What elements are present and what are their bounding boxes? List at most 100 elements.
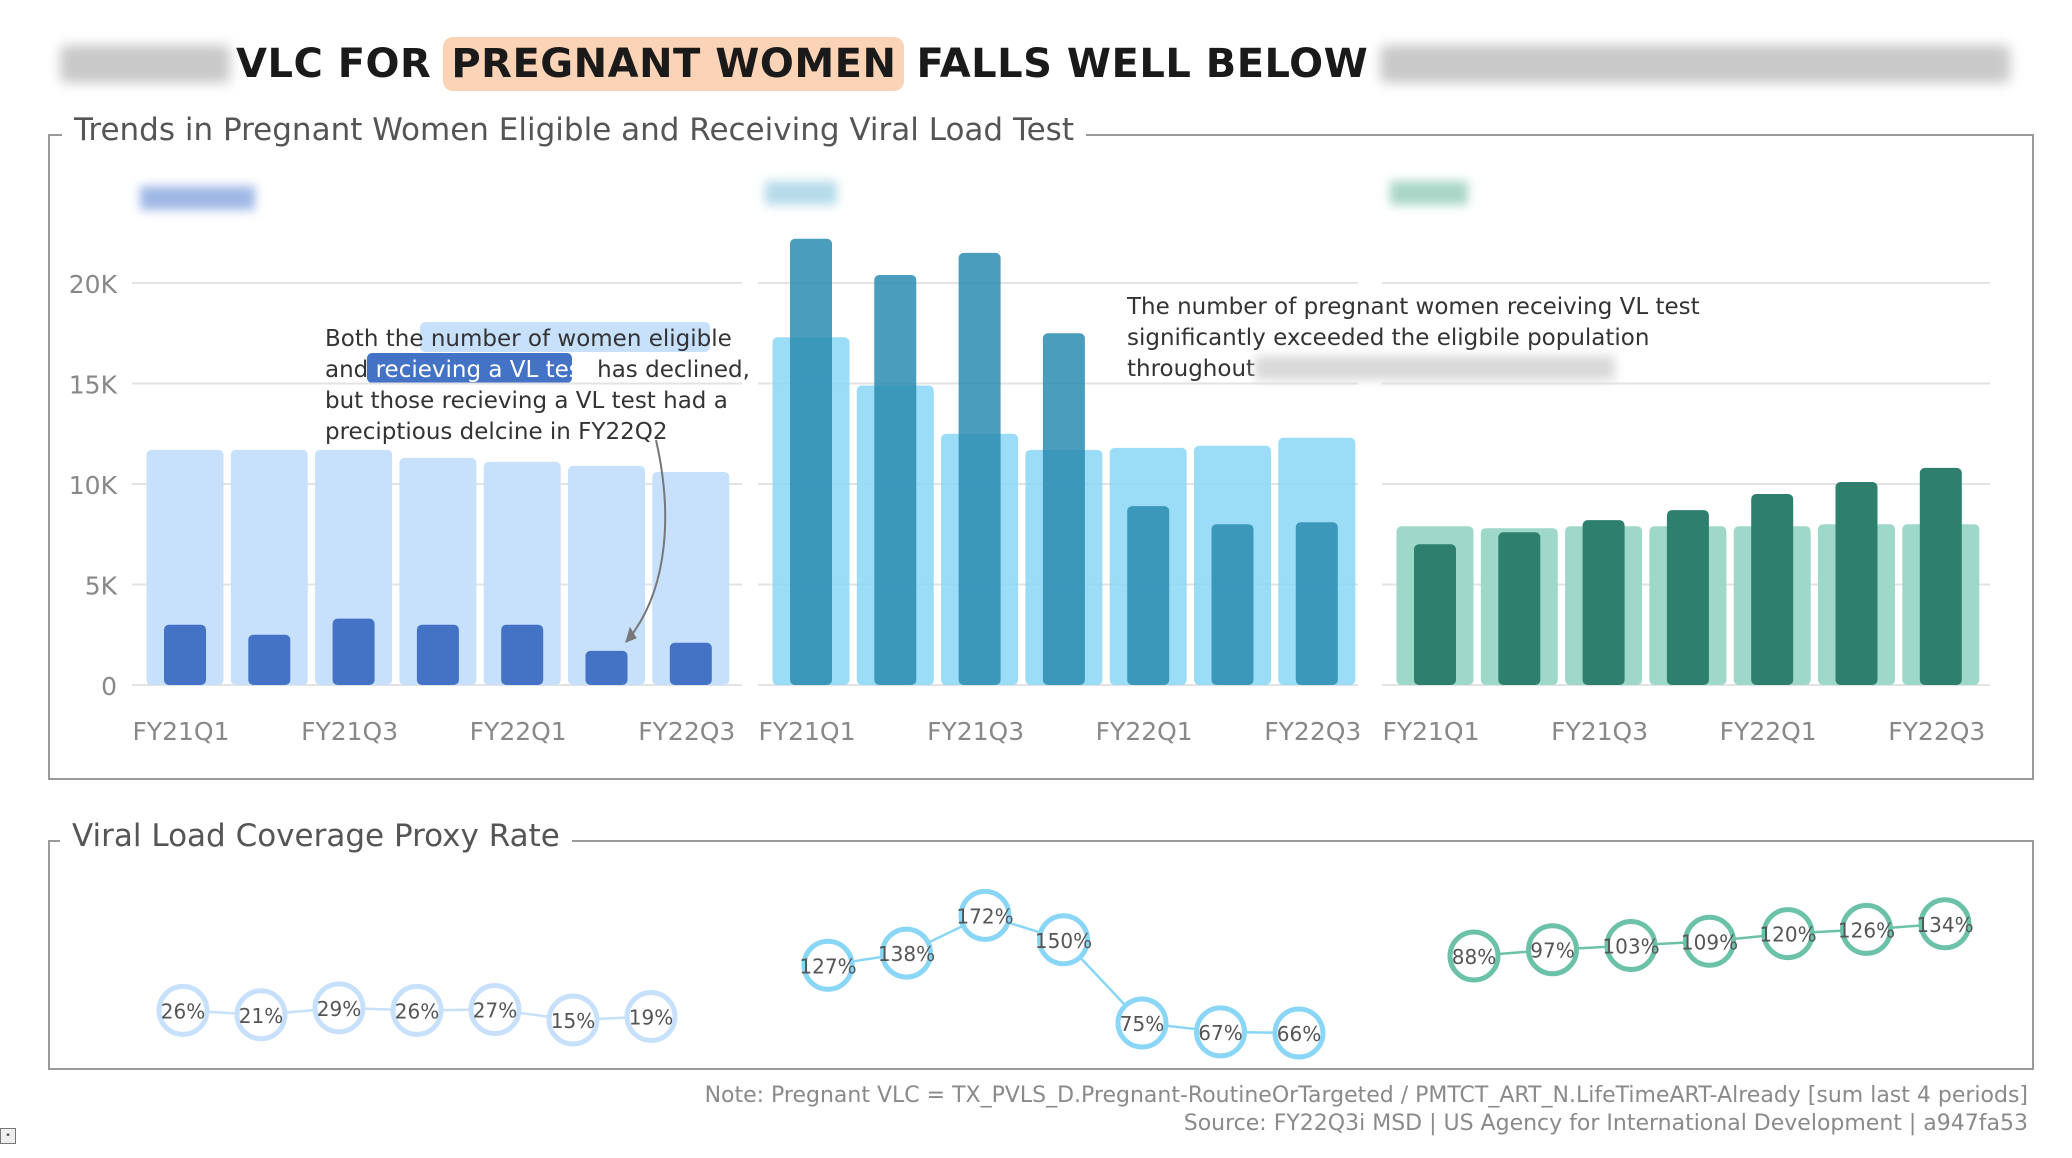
x-tick-label: FY21Q3 — [1551, 717, 1648, 746]
annotation-line: Both the number of women eligible — [325, 326, 732, 352]
annotation-text: preciptious delcine in FY22Q2 — [325, 419, 667, 445]
bar-receiving — [1666, 510, 1709, 685]
bar-receiving — [1919, 467, 1962, 685]
annotation-line: throughout — [1127, 356, 1255, 382]
bar-receiving — [790, 238, 832, 685]
vlc-point — [156, 983, 210, 1037]
bar-eligible — [568, 465, 645, 685]
vlc-point — [801, 938, 855, 992]
title-before: VLC FOR — [236, 41, 432, 87]
vlc-label: 134% — [1916, 913, 1973, 937]
vlc-point — [958, 888, 1012, 942]
vlc-label: 138% — [878, 942, 935, 966]
source-note: Source: FY22Q3i MSD | US Agency for Inte… — [1183, 1111, 2028, 1136]
bar-receiving — [1751, 494, 1794, 685]
vlc-point — [1918, 897, 1972, 951]
annotation-text: but those recieving a VL test had a — [325, 388, 728, 414]
bar-receiving — [1127, 506, 1170, 685]
bar-eligible — [230, 449, 308, 685]
vlc-label: 26% — [161, 999, 205, 1023]
bar-receiving — [332, 618, 375, 685]
bar-receiving — [958, 252, 1001, 685]
bar-eligible — [652, 471, 730, 685]
vlc-point — [1840, 902, 1893, 956]
annotation-highlight: recieving a VL test — [376, 357, 590, 383]
vlc-point — [312, 981, 366, 1035]
bar-receiving — [164, 624, 206, 685]
vlc-point — [468, 983, 522, 1037]
bar-receiving — [669, 642, 712, 685]
trends-panel-title: Trends in Pregnant Women Eligible and Re… — [62, 112, 1086, 148]
vlc-point — [1526, 923, 1579, 977]
vlc-point — [546, 993, 600, 1047]
redacted-title-suffix — [1380, 45, 2011, 83]
vlc-label: 97% — [1530, 939, 1574, 963]
y-tick-label: 10K — [69, 471, 118, 500]
x-tick-label: FY22Q3 — [638, 717, 735, 746]
y-tick-label: 0 — [101, 672, 117, 701]
arrow-head — [625, 626, 637, 643]
bar-receiving — [1042, 333, 1085, 685]
vlc-label: 126% — [1838, 918, 1895, 942]
vlc-label: 15% — [551, 1009, 595, 1033]
annotation-highlight: number of women eligible — [431, 326, 732, 352]
redacted-panel-label — [140, 186, 255, 210]
vlc-point — [1683, 914, 1736, 968]
vlc-label: 27% — [473, 999, 517, 1023]
annotation-arrow — [625, 439, 667, 643]
highlight-receiving — [367, 353, 572, 383]
bar-receiving — [874, 274, 917, 685]
x-tick-label: FY21Q3 — [301, 717, 398, 746]
vlc-point — [1761, 907, 1815, 961]
title-after: FALLS WELL BELOW — [916, 41, 1369, 87]
coverage-panel-title: Viral Load Coverage Proxy Rate — [60, 818, 572, 854]
vlc-point — [1604, 919, 1658, 972]
bar-receiving — [1211, 524, 1254, 685]
redacted-panel-label — [1390, 181, 1468, 205]
vlc-label: 127% — [799, 954, 856, 978]
vlc-label: 26% — [395, 999, 439, 1023]
x-tick-label: FY21Q1 — [758, 717, 855, 746]
y-tick-label: 20K — [69, 270, 118, 299]
vlc-label: 66% — [1277, 1022, 1321, 1046]
vlc-point — [234, 988, 288, 1042]
annotation-line: significantly exceeded the eligbile popu… — [1127, 325, 1649, 351]
footnote: Note: Pregnant VLC = TX_PVLS_D.Pregnant-… — [704, 1083, 2028, 1108]
vlc-point — [1447, 929, 1501, 983]
vlc-label: 88% — [1452, 945, 1496, 969]
bar-receiving — [1295, 522, 1338, 685]
y-tick-label: 5K — [85, 572, 118, 601]
x-tick-label: FY22Q3 — [1888, 717, 1985, 746]
vlc-label: 172% — [956, 904, 1013, 928]
coverage-panel — [48, 840, 2034, 1070]
vlc-label: 150% — [1035, 929, 1092, 953]
vlc-label: 21% — [239, 1004, 283, 1028]
annotation-text: and — [325, 357, 376, 383]
vlc-point — [1037, 913, 1090, 967]
vlc-point — [1115, 996, 1169, 1050]
redacted-title-prefix — [60, 45, 230, 83]
bar-receiving — [1582, 520, 1625, 685]
annotation-line: The number of pregnant women receiving V… — [1126, 294, 1700, 320]
bar-receiving — [585, 650, 628, 685]
highlight-eligible — [420, 322, 710, 352]
title-highlight: PREGNANT WOMEN — [443, 37, 905, 91]
vlc-point — [624, 990, 678, 1044]
annotation-line: preciptious delcine in FY22Q2 — [325, 419, 667, 445]
y-tick-label: 15K — [69, 371, 118, 400]
vlc-label: 103% — [1602, 935, 1659, 959]
annotation-text: Both the — [325, 326, 431, 352]
bar-receiving — [1835, 481, 1878, 685]
vlc-label: 29% — [317, 997, 361, 1021]
x-tick-label: FY21Q3 — [927, 717, 1024, 746]
bar-receiving — [1498, 532, 1541, 685]
vlc-label: 19% — [629, 1006, 673, 1030]
annotation-line: and recieving a VL test has declined, — [325, 357, 750, 383]
vlc-point — [880, 926, 933, 980]
vlc-point — [390, 983, 444, 1037]
page-title: VLC FOR PREGNANT WOMEN FALLS WELL BELOW — [60, 34, 2011, 94]
x-tick-label: FY21Q1 — [132, 717, 229, 746]
image-icon: ▪ — [0, 1128, 16, 1144]
vlc-label: 67% — [1198, 1021, 1242, 1045]
